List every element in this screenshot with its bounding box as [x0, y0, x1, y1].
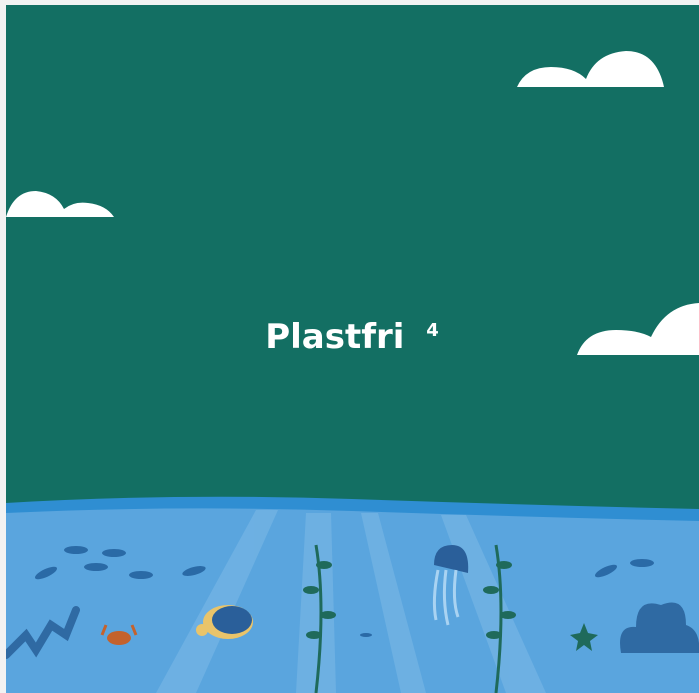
page: Plastfri 4 (() => { const data = [0, 0, 699, 693]
illustration: Plastfri 4 [6, 5, 699, 693]
water [6, 508, 699, 693]
title: Plastfri [265, 317, 404, 357]
title-superscript: 4 [426, 320, 439, 341]
title-group: Plastfri 4 [265, 317, 439, 357]
